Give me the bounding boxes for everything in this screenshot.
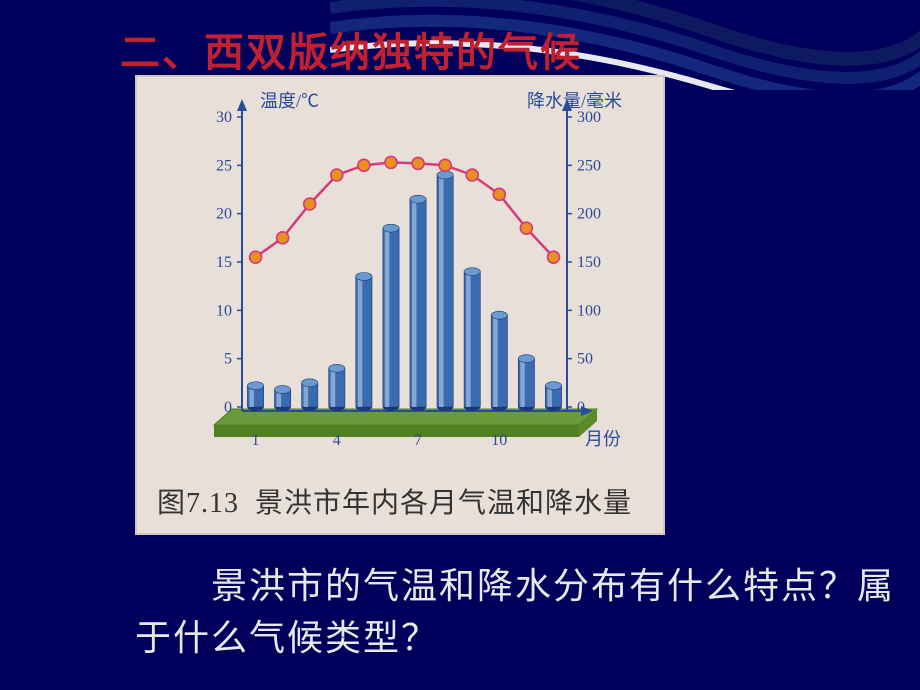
climate-chart: 051015202530050100150200250300温度/℃降水量/毫米… [167, 87, 637, 482]
svg-text:150: 150 [577, 254, 601, 271]
svg-text:100: 100 [577, 302, 601, 319]
svg-text:月份: 月份 [585, 429, 621, 449]
svg-text:300: 300 [577, 109, 601, 126]
svg-text:7: 7 [414, 432, 422, 449]
section-heading: 二、西双版纳独特的气候 [120, 20, 582, 78]
svg-text:15: 15 [216, 254, 232, 271]
figure-title: 景洪市年内各月气温和降水量 [255, 488, 632, 519]
svg-text:温度/℃: 温度/℃ [260, 91, 319, 111]
svg-text:250: 250 [577, 157, 601, 174]
svg-text:降水量/毫米: 降水量/毫米 [527, 91, 622, 111]
question-text: 景洪市的气温和降水分布有什么特点？属于什么气候类型？ [135, 560, 895, 664]
figure-caption: 图7.13 景洪市年内各月气温和降水量 [157, 481, 632, 521]
svg-text:0: 0 [224, 399, 232, 416]
svg-text:25: 25 [216, 157, 232, 174]
svg-text:30: 30 [216, 109, 232, 126]
svg-text:5: 5 [224, 351, 232, 368]
svg-text:0: 0 [577, 399, 585, 416]
figure-number: 图7.13 [157, 488, 239, 519]
svg-text:1: 1 [252, 432, 260, 449]
svg-text:50: 50 [577, 351, 593, 368]
svg-text:20: 20 [216, 206, 232, 223]
svg-text:4: 4 [333, 432, 341, 449]
chart-panel: 051015202530050100150200250300温度/℃降水量/毫米… [135, 75, 665, 535]
svg-text:10: 10 [216, 302, 232, 319]
svg-text:10: 10 [491, 432, 507, 449]
svg-text:200: 200 [577, 206, 601, 223]
